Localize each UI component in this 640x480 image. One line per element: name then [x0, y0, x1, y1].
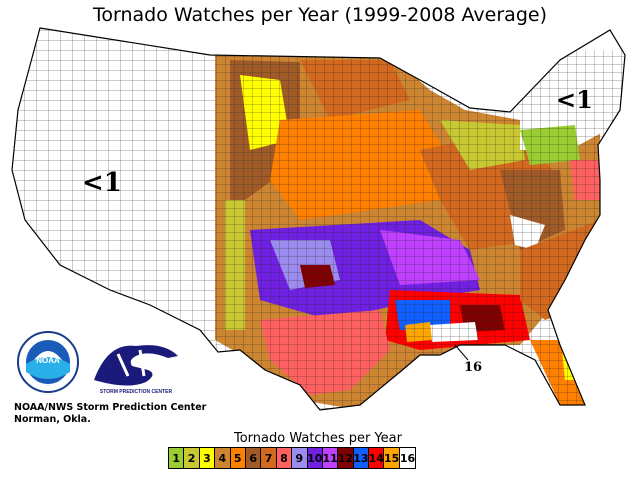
- panhandle-value-label: 16: [464, 360, 483, 375]
- agency-credit: NOAA/NWS Storm Prediction Center Norman,…: [14, 402, 206, 426]
- northeast-value-label: <1: [556, 85, 593, 114]
- legend-swatch-14: 14: [369, 448, 385, 468]
- west-value-label: <1: [82, 168, 122, 198]
- noaa-logo: NOAA: [17, 331, 79, 393]
- legend-swatch-6: 6: [245, 448, 262, 468]
- legend-swatch-1: 1: [169, 448, 185, 468]
- label-leader-line: [454, 344, 469, 361]
- legend: 1 2 3 4 5 6 7 8 9 10 11 12 13 14 15 16: [168, 447, 417, 469]
- legend-swatch-8: 8: [276, 448, 293, 468]
- spc-logo-text: STORM PREDICTION CENTER: [100, 389, 173, 395]
- spc-logo: STORM PREDICTION CENTER: [88, 336, 184, 396]
- legend-swatch-2: 2: [184, 448, 200, 468]
- legend-swatch-13: 13: [353, 448, 370, 468]
- noaa-logo-text: NOAA: [36, 356, 60, 365]
- agency-location: Norman, Okla.: [14, 414, 91, 425]
- legend-swatch-16: 16: [399, 448, 416, 468]
- legend-swatch-10: 10: [307, 448, 323, 468]
- legend-swatch-9: 9: [292, 448, 308, 468]
- legend-swatch-4: 4: [215, 448, 231, 468]
- agency-name: NOAA/NWS Storm Prediction Center: [14, 402, 207, 413]
- map-title: Tornado Watches per Year (1999-2008 Aver…: [93, 4, 547, 26]
- legend-swatch-11: 11: [322, 448, 339, 468]
- legend-swatch-7: 7: [261, 448, 277, 468]
- us-outline: [11, 27, 626, 411]
- legend-swatch-3: 3: [199, 448, 216, 468]
- legend-title: Tornado Watches per Year: [234, 431, 402, 446]
- legend-swatch-12: 12: [338, 448, 354, 468]
- legend-swatch-15: 15: [384, 448, 400, 468]
- legend-swatch-5: 5: [230, 448, 246, 468]
